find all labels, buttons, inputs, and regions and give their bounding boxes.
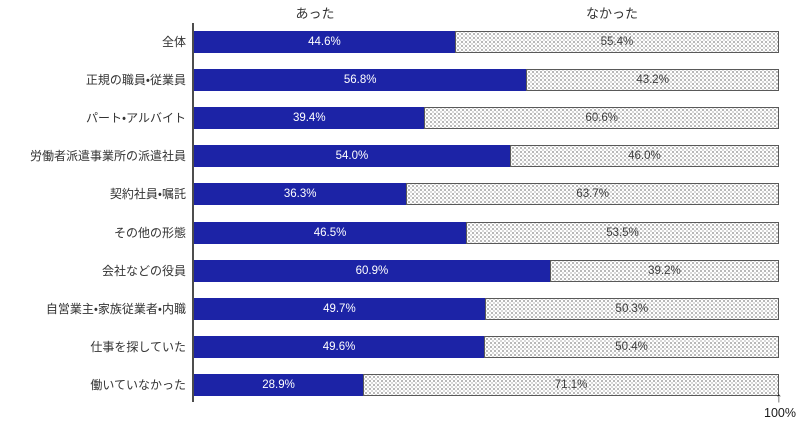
chart-row: 働いていなかった 28.9% 71.1% [0,373,800,396]
category-label: パート・アルバイト [86,111,186,126]
category-label: 会社などの役員 [101,263,186,278]
bar-segment-atta: 44.6% [194,31,455,53]
category-label: 労働者派遣事業所の派遣社員 [29,149,186,164]
bar-segment-atta: 46.5% [194,221,467,244]
value-label-nakatta: 60.6% [585,112,619,125]
value-label-atta: 56.8% [343,74,377,87]
value-label-nakatta: 50.4% [615,340,648,353]
value-label-nakatta: 55.4% [600,36,634,48]
bar: 39.4% 60.6% [194,107,779,130]
chart-row: 正規の職員・従業員 56.8% 43.2% [0,69,800,92]
bar: 54.0% 46.0% [194,145,779,168]
value-label-atta: 36.3% [283,188,317,201]
value-label-nakatta: 63.7% [576,188,609,201]
bar: 36.3% 63.7% [194,183,779,206]
value-label-nakatta: 53.5% [606,226,639,239]
value-label-nakatta: 71.1% [554,378,588,391]
bar-segment-atta: 36.3% [194,183,407,206]
bar: 60.9% 39.2% [194,259,779,282]
value-label-atta: 54.0% [335,150,369,163]
value-label-nakatta: 50.3% [615,302,649,315]
category-label: 正規の職員・従業員 [85,73,186,88]
value-label-atta: 46.5% [313,226,347,239]
bar-segment-nakatta: 43.2% [526,69,779,92]
bar: 49.6% 50.4% [194,335,779,358]
chart-row: パート・アルバイト 39.4% 60.6% [0,107,800,130]
category-label: 仕事を探していた [90,339,186,354]
category-label: 契約社員・嘱託 [109,187,186,202]
value-label-nakatta: 39.2% [648,264,681,277]
axis-max-label: 100% [764,406,796,420]
value-label-atta: 60.9% [355,264,389,277]
bar-segment-atta: 54.0% [194,145,510,168]
bar-segment-nakatta: 50.4% [484,335,779,358]
bar-segment-nakatta: 60.6% [424,107,779,130]
series-header-nakatta: なかった [585,6,639,21]
bar: 56.8% 43.2% [194,69,779,92]
bar-segment-nakatta: 63.7% [406,183,779,206]
category-label: 働いていなかった [90,377,186,392]
bar-segment-atta: 49.6% [194,335,485,358]
bar: 44.6% 55.4% [194,31,779,53]
value-label-atta: 44.6% [308,36,341,48]
bar-segment-nakatta: 50.3% [484,297,779,320]
bar: 49.7% 50.3% [194,297,779,320]
chart-row: 全体 44.6% 55.4% [0,31,800,53]
bar-segment-nakatta: 46.0% [509,145,779,168]
chart-row: その他の形態 46.5% 53.5% [0,221,800,244]
axis-100-arrow-icon: ↑ [775,389,783,405]
bar: 46.5% 53.5% [194,221,779,244]
value-label-atta: 49.6% [322,340,356,353]
value-label-atta: 39.4% [292,112,326,125]
bar-segment-atta: 49.7% [194,297,485,320]
bar-segment-nakatta: 53.5% [466,221,779,244]
chart-row: 契約社員・嘱託 36.3% 63.7% [0,183,800,206]
bar-segment-atta: 39.4% [194,107,425,130]
value-label-atta: 49.7% [323,302,356,315]
bar-segment-nakatta: 55.4% [454,31,779,53]
chart-row: 自営業主・家族従業者・内職 49.7% 50.3% [0,297,800,320]
bar-segment-atta: 60.9% [194,259,550,282]
chart-row: 仕事を探していた 49.6% 50.4% [0,335,800,358]
value-label-nakatta: 46.0% [628,150,661,163]
chart-row: 労働者派遣事業所の派遣社員 54.0% 46.0% [0,145,800,168]
bar-segment-nakatta: 71.1% [363,373,779,396]
category-label: 全体 [161,35,186,49]
bar-segment-nakatta: 39.2% [549,259,779,282]
series-header-atta: あった [295,6,335,21]
category-label: 自営業主・家族従業者・内職 [45,301,186,316]
chart-row: 会社などの役員 60.9% 39.2% [0,259,800,282]
bar-segment-atta: 28.9% [194,373,364,396]
category-label: その他の形態 [113,225,186,240]
y-axis-line [192,23,194,402]
value-label-nakatta: 43.2% [636,74,669,87]
bar: 28.9% 71.1% [194,373,779,396]
bar-segment-atta: 56.8% [194,69,527,92]
value-label-atta: 28.9% [262,378,295,391]
